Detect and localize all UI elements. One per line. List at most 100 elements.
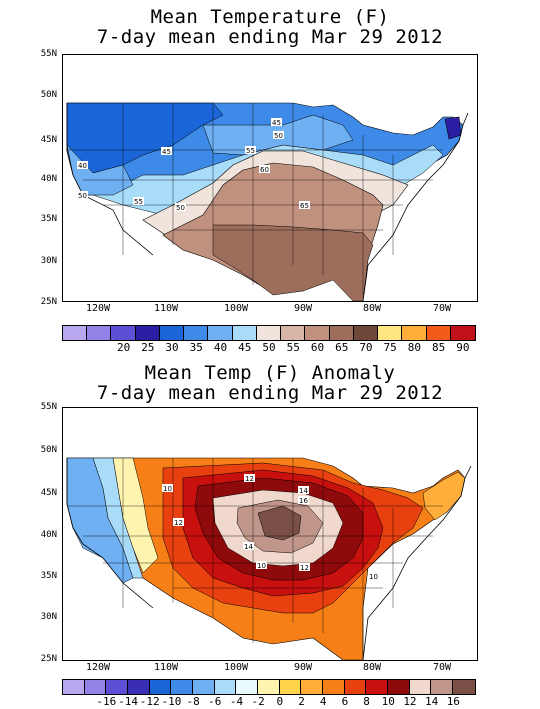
top-xtick: 100W (223, 303, 249, 314)
bottom-coastline (66, 458, 472, 660)
colorbar-swatch (171, 680, 194, 694)
colorbar-swatch (279, 680, 302, 694)
bottom-contour-label: 12 (174, 519, 183, 527)
colorbar-swatch (378, 326, 403, 340)
bottom-xtick: 70W (432, 662, 452, 673)
bottom-contour-label: 10 (257, 562, 266, 570)
colorbar-swatch (84, 680, 107, 694)
top-contour-label: 50 (176, 204, 185, 212)
colorbar-swatch (106, 680, 129, 694)
colorbar-swatch (344, 680, 367, 694)
top-contour-label: 55 (134, 198, 143, 206)
colorbar-label: 50 (262, 341, 276, 354)
colorbar-swatch (159, 326, 185, 340)
colorbar-swatch (305, 326, 330, 340)
colorbar-swatch (323, 680, 345, 694)
bottom-map-panel: 10 12 12 14 16 14 12 10 10 (62, 407, 478, 661)
colorbar-label: 90 (456, 341, 470, 354)
colorbar-swatch (426, 326, 451, 340)
colorbar-label: 25 (141, 341, 155, 354)
top-ytick: 40N (40, 174, 57, 184)
top-xtick: 80W (362, 303, 382, 314)
bottom-contour-labels: 10 12 12 14 16 14 12 10 10 (162, 474, 379, 581)
colorbar-label: 75 (383, 341, 397, 354)
colorbar-swatch (111, 326, 136, 340)
colorbar-swatch (258, 680, 280, 694)
top-ytick: 55N (40, 49, 57, 59)
colorbar-swatch (409, 680, 432, 694)
bottom-contour-label: 16 (299, 497, 308, 505)
colorbar-label: 8 (363, 695, 370, 708)
top-title-line2: 7-day mean ending Mar 29 2012 (96, 26, 444, 48)
colorbar-label: 70 (359, 341, 373, 354)
colorbar-label: 60 (310, 341, 325, 354)
bottom-xtick: 90W (293, 662, 313, 673)
colorbar-swatch (366, 680, 389, 694)
bottom-contour-label: 10 (369, 573, 378, 581)
colorbar-label: -14 (118, 695, 138, 708)
colorbar-label: -6 (208, 695, 222, 708)
colorbar-label: -10 (161, 695, 182, 708)
colorbar-label: 2 (298, 695, 305, 708)
top-contour-label: 45 (162, 148, 171, 156)
colorbar-swatch (301, 680, 324, 694)
colorbar-label: 12 (403, 695, 417, 708)
colorbar-label: 80 (407, 341, 422, 354)
colorbar-label: -8 (186, 695, 200, 708)
colorbar-swatch (149, 680, 172, 694)
bottom-ytick: 40N (40, 530, 57, 540)
colorbar-label: 30 (165, 341, 179, 354)
bottom-contour-label: 12 (300, 564, 309, 572)
colorbar-label: 14 (425, 695, 439, 708)
top-xtick: 90W (293, 303, 313, 314)
top-ytick: 35N (40, 214, 57, 224)
colorbar-label: 0 (276, 695, 284, 708)
bottom-colorbar (62, 679, 476, 695)
bottom-contour-label: 14 (299, 487, 308, 495)
bottom-anomaly-map: 10 12 12 14 16 14 12 10 10 (63, 408, 477, 660)
colorbar-label: -4 (229, 695, 244, 708)
bottom-ytick: 55N (40, 402, 57, 412)
top-map-panel: 40 50 45 55 50 45 50 55 60 65 (62, 54, 478, 302)
colorbar-swatch (353, 326, 379, 340)
colorbar-swatch (236, 680, 259, 694)
colorbar-label: 6 (341, 695, 349, 708)
top-contour-label: 45 (272, 119, 281, 127)
colorbar-label: 4 (319, 695, 327, 708)
top-ytick: 45N (40, 135, 57, 145)
colorbar-label: -16 (96, 695, 117, 708)
colorbar-label: -2 (251, 695, 265, 708)
top-title-line1: Mean Temperature (F) (150, 6, 390, 28)
colorbar-swatch (128, 680, 150, 694)
colorbar-label: 40 (213, 341, 228, 354)
colorbar-swatch (87, 326, 112, 340)
bottom-xtick: 80W (362, 662, 382, 673)
bottom-ytick: 35N (40, 571, 57, 581)
colorbar-swatch (184, 326, 209, 340)
colorbar-label: 35 (189, 341, 203, 354)
bottom-ytick: 45N (40, 488, 57, 498)
top-xtick: 110W (153, 303, 179, 314)
bottom-contour-label: 10 (163, 485, 172, 493)
colorbar-swatch (232, 326, 257, 340)
bottom-xtick: 110W (153, 662, 179, 673)
colorbar-label: 16 (446, 695, 460, 708)
top-contour-label: 60 (260, 166, 269, 174)
colorbar-swatch (388, 680, 410, 694)
colorbar-swatch (402, 326, 427, 340)
bottom-contour-label: 12 (245, 475, 254, 483)
colorbar-swatch (135, 326, 160, 340)
top-contour-labels: 40 50 45 55 50 45 50 55 60 65 (77, 118, 310, 212)
colorbar-label: 65 (335, 341, 349, 354)
bottom-ytick: 25N (40, 654, 57, 664)
bottom-xtick: 120W (85, 662, 111, 673)
bottom-title-line1: Mean Temp (F) Anomaly (144, 362, 396, 384)
top-xtick: 120W (85, 303, 111, 314)
top-ytick: 30N (40, 256, 57, 266)
top-contour-label: 65 (300, 202, 309, 210)
colorbar-swatch (63, 326, 88, 340)
bottom-xtick: 100W (223, 662, 249, 673)
colorbar-label: 85 (432, 341, 446, 354)
bottom-ytick: 30N (40, 612, 57, 622)
colorbar-swatch (450, 326, 475, 340)
